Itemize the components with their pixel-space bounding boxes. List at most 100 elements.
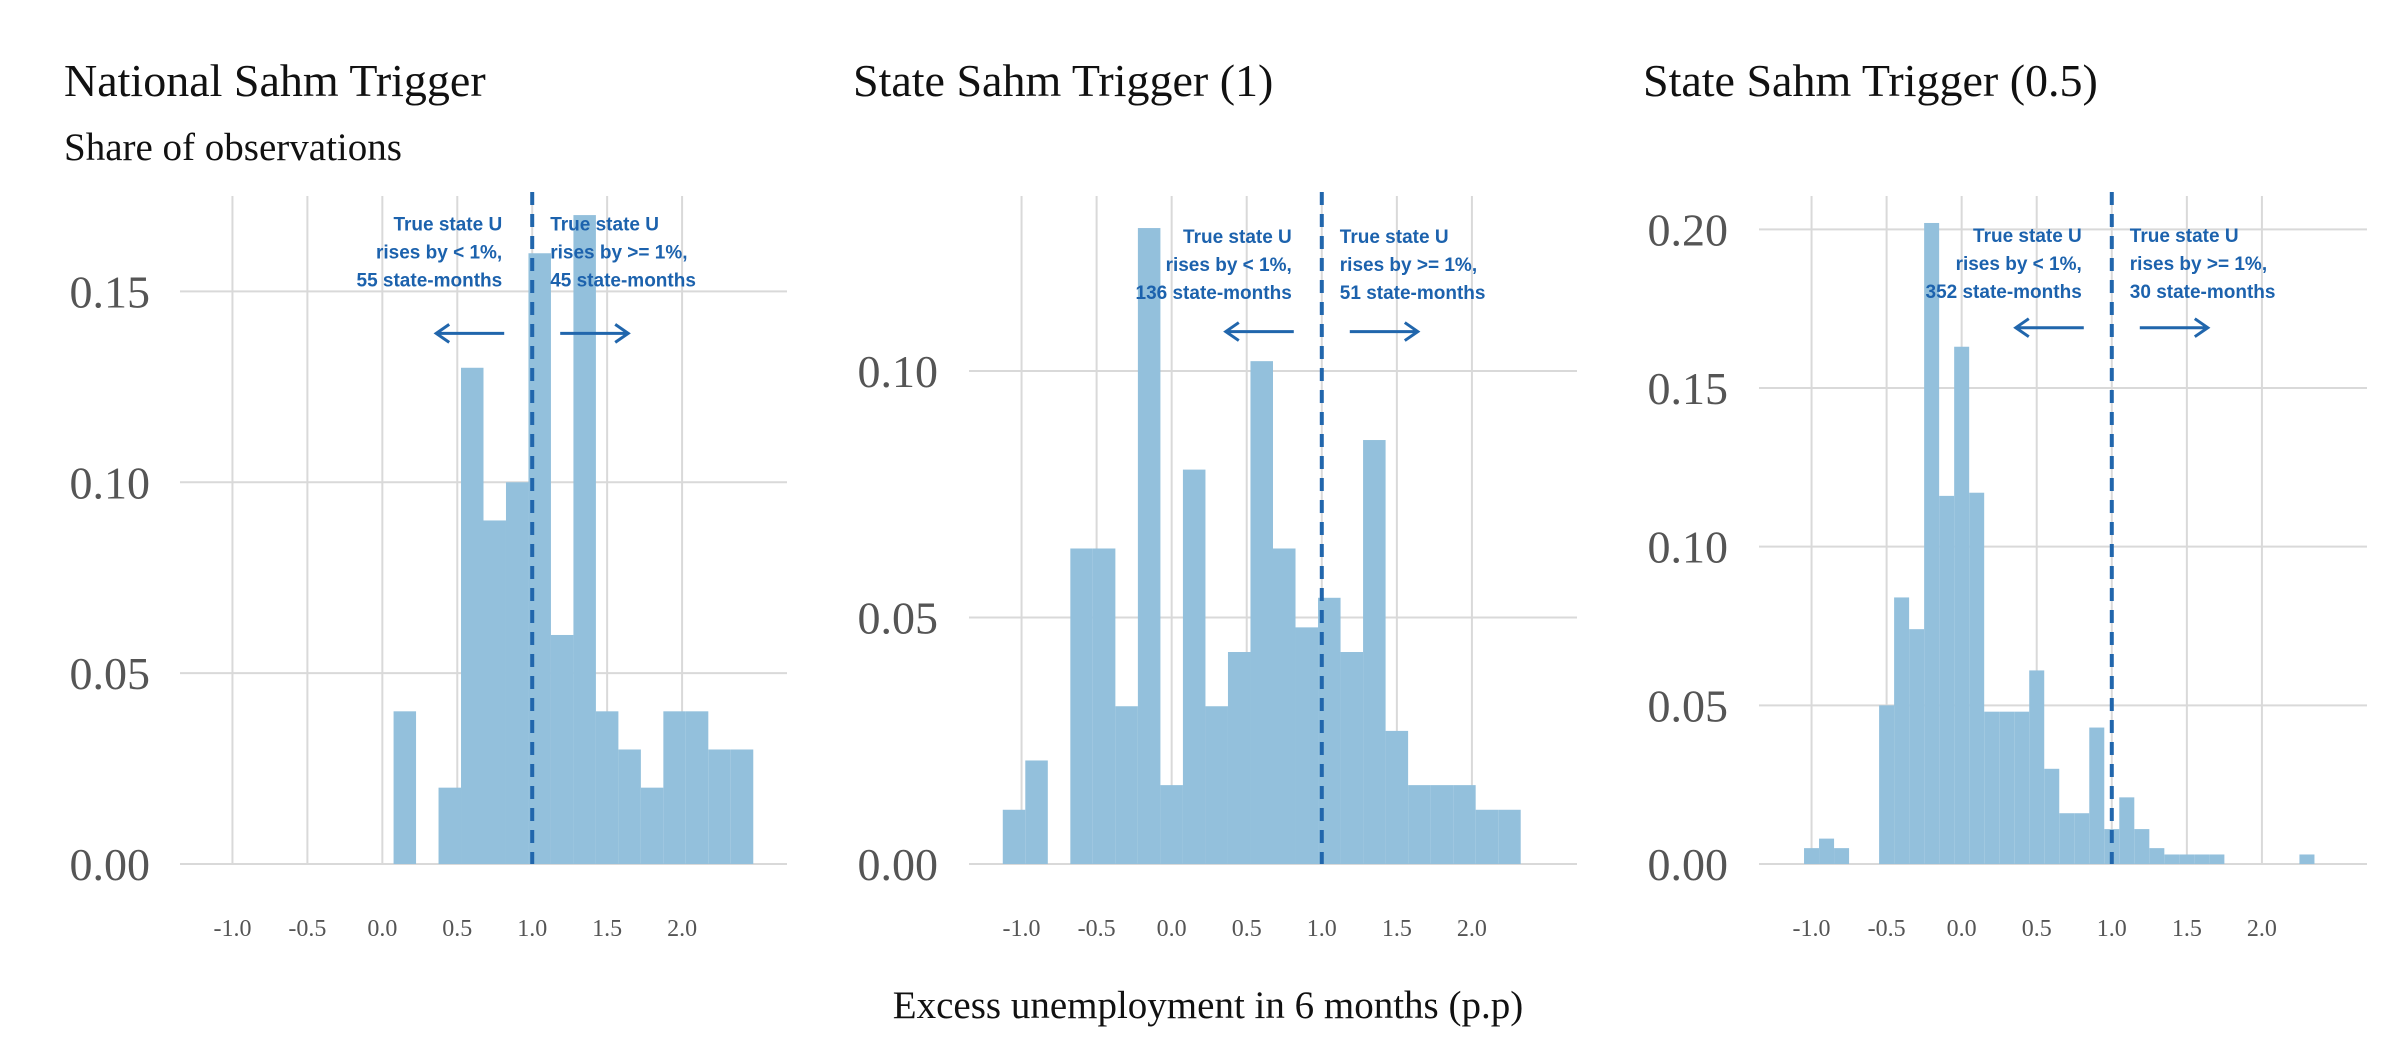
y-tick-label: 0.15 xyxy=(70,266,151,317)
x-tick-label: -1.0 xyxy=(213,916,251,942)
y-tick-label: 0.15 xyxy=(1648,363,1729,414)
y-tick-label: 0.05 xyxy=(70,648,151,699)
histogram-bar xyxy=(1273,548,1296,864)
histogram-bar xyxy=(2164,854,2180,864)
histogram-bar xyxy=(1894,597,1910,864)
arrow-right-icon xyxy=(1349,321,1421,342)
panel-title: National Sahm Trigger xyxy=(64,55,486,106)
annotation-right-line: 30 state-months xyxy=(2130,282,2276,303)
annotation-left-line: 136 state-months xyxy=(1136,283,1292,304)
histogram-bar xyxy=(685,711,709,864)
x-tick-label: 0.0 xyxy=(367,916,397,942)
x-tick-label: 0.5 xyxy=(442,916,472,942)
x-tick-label: 0.5 xyxy=(2022,916,2052,942)
x-tick-label: 2.0 xyxy=(1457,916,1487,942)
histogram-bar xyxy=(1984,711,2000,864)
arrow-left-icon xyxy=(2013,317,2084,338)
histogram-bar xyxy=(1092,548,1116,864)
histogram-bar xyxy=(1070,548,1093,864)
panel-2: State Sahm Trigger (1) -1.0 -0.5 0.0 0.5 1.0 1… xyxy=(853,55,1577,942)
y-tick-label: 0.10 xyxy=(858,346,939,397)
x-tick-label: -1.0 xyxy=(1793,916,1831,942)
histogram-bar xyxy=(438,787,462,864)
x-tick-label: 1.0 xyxy=(1307,916,1337,942)
histogram-bar xyxy=(2119,797,2135,864)
x-tick-label: 1.5 xyxy=(2172,916,2202,942)
y-tick-label: 0.05 xyxy=(1648,680,1729,731)
annotation-left-line: rises by < 1%, xyxy=(1166,255,1292,276)
histogram-bar xyxy=(1408,785,1431,864)
histogram-bar xyxy=(708,749,731,864)
histogram-bar xyxy=(2134,829,2150,864)
histogram-bar xyxy=(1430,785,1454,864)
histogram-bar xyxy=(1250,361,1273,864)
annotation-left-line: True state U xyxy=(393,214,502,235)
histogram-bar xyxy=(461,367,484,864)
histogram-bar xyxy=(595,711,619,864)
histogram-bar xyxy=(1340,652,1364,864)
histogram-bar xyxy=(2074,813,2090,864)
histogram-bar xyxy=(618,749,641,864)
arrow-right-icon xyxy=(2139,317,2211,338)
histogram-bar xyxy=(1804,848,1820,864)
x-tick-label: -0.5 xyxy=(288,916,326,942)
x-tick-label: 2.0 xyxy=(667,916,697,942)
panel-title: State Sahm Trigger (1) xyxy=(853,55,1273,106)
histogram-bar xyxy=(2044,768,2060,864)
x-tick-label: 1.5 xyxy=(592,916,622,942)
annotation-left-line: 55 state-months xyxy=(357,270,503,291)
annotation-right-line: rises by >= 1%, xyxy=(550,242,687,263)
annotation-left-line: True state U xyxy=(1973,226,2082,247)
y-tick-label: 0.00 xyxy=(70,839,151,890)
histogram-bar xyxy=(1498,809,1521,864)
annotation-right-line: 45 state-months xyxy=(550,270,696,291)
histogram-bar xyxy=(1115,706,1138,864)
histogram-bar xyxy=(1909,629,1925,864)
histogram-bar xyxy=(1025,760,1048,864)
histogram-bar xyxy=(1924,222,1940,864)
histogram-bar xyxy=(1002,809,1026,864)
y-axis-subtitle: Share of observations xyxy=(64,126,402,169)
histogram-bar xyxy=(1879,705,1895,864)
histogram-bar xyxy=(2089,727,2105,864)
annotation-right-line: rises by >= 1%, xyxy=(1340,255,1477,276)
x-tick-label: 0.5 xyxy=(1232,916,1262,942)
y-tick-label: 0.00 xyxy=(858,839,939,890)
x-tick-label: 2.0 xyxy=(2247,916,2277,942)
x-tick-label: -1.0 xyxy=(1003,916,1041,942)
y-tick-label: 0.10 xyxy=(70,457,151,508)
panel-3: State Sahm Trigger (0.5) -1.0 -0.5 0.0 0.5 1.… xyxy=(1643,55,2367,942)
panels: National Sahm Trigger -1.0 -0.5 0.0 0.5 1.0 1.… xyxy=(64,55,2367,942)
histogram-bar xyxy=(2104,829,2120,864)
x-tick-label: 1.0 xyxy=(2097,916,2127,942)
annotation-left-line: rises by < 1%, xyxy=(1956,254,2082,275)
histogram-bar xyxy=(550,634,574,864)
y-tick-label: 0.20 xyxy=(1648,204,1729,255)
histogram-bar xyxy=(2194,854,2210,864)
histogram-bar xyxy=(528,253,551,864)
histogram-bar xyxy=(1969,492,1985,864)
histogram-bar xyxy=(1819,838,1835,864)
x-tick-label: 1.5 xyxy=(1382,916,1412,942)
annotation-left-line: True state U xyxy=(1183,227,1292,248)
histogram-bar xyxy=(2299,854,2315,864)
annotation-right-line: True state U xyxy=(2130,226,2239,247)
histogram-bar xyxy=(505,482,529,864)
histogram-bar xyxy=(663,711,686,864)
histogram-bar xyxy=(1295,627,1319,864)
histogram-bar xyxy=(1363,440,1386,864)
annotation-left-line: 352 state-months xyxy=(1926,282,2082,303)
histogram-bar xyxy=(2059,813,2075,864)
panel-title: State Sahm Trigger (0.5) xyxy=(1643,55,2098,106)
histogram-bar xyxy=(1160,785,1183,864)
annotation-right-line: True state U xyxy=(1340,227,1449,248)
histogram-bar xyxy=(2149,848,2165,864)
histogram-bar xyxy=(1385,730,1409,864)
histogram-bar xyxy=(2179,854,2195,864)
histogram-bar xyxy=(1999,711,2015,864)
annotation-left-line: rises by < 1%, xyxy=(376,242,502,263)
x-tick-label: 0.0 xyxy=(1947,916,1977,942)
x-axis-label: Excess unemployment in 6 months (p.p) xyxy=(893,984,1523,1027)
histogram-bar xyxy=(573,215,596,865)
